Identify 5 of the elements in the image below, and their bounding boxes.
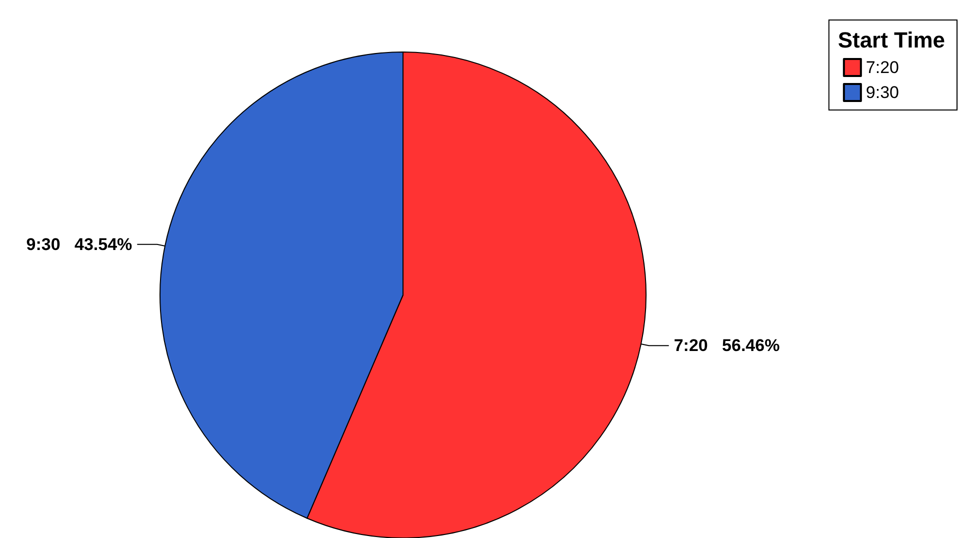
legend-label: 9:30	[866, 83, 900, 102]
legend-title: Start Time	[838, 28, 945, 52]
category-label: 9:30 43.54%	[26, 234, 132, 254]
category-label: 7:20 56.46%	[674, 336, 780, 356]
legend-label: 7:20	[866, 58, 900, 77]
